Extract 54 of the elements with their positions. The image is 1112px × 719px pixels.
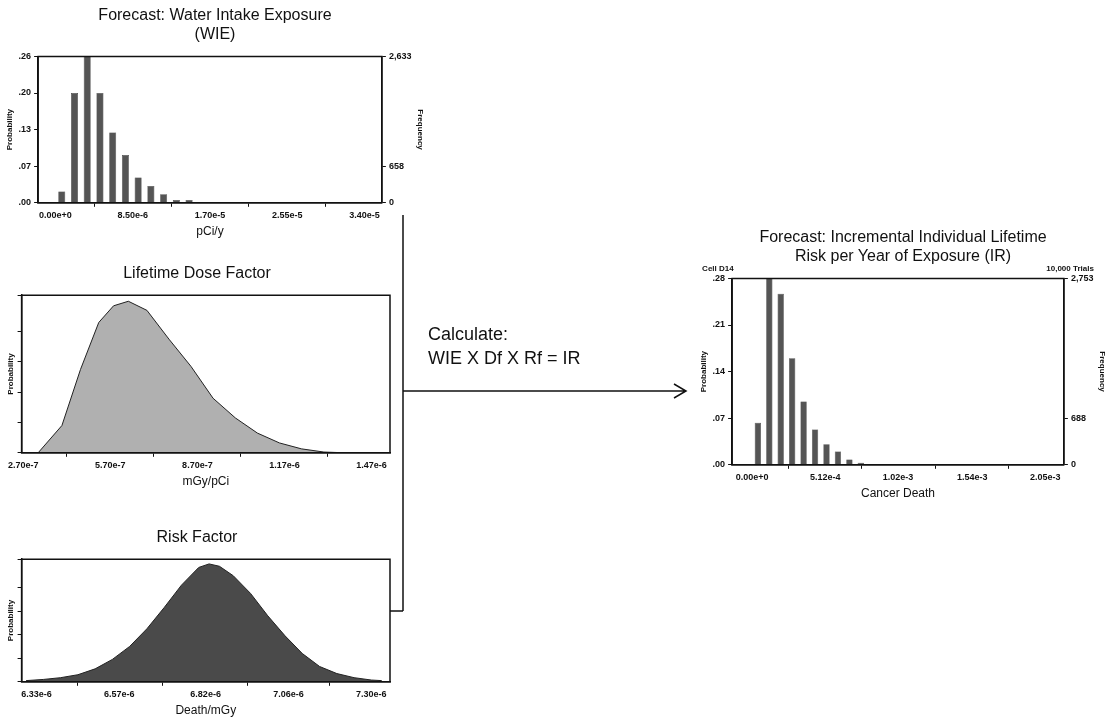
x-tick-label: 6.33e-6	[21, 688, 52, 699]
x-tick-label: 8.70e-7	[182, 459, 213, 470]
x-tick-label: 7.06e-6	[273, 688, 304, 699]
text: 10,000 Trials	[1046, 263, 1095, 273]
text: Cell D14	[702, 263, 735, 273]
x-tick-label: 5.12e-4	[810, 471, 841, 482]
x-tick-label: 7.30e-6	[356, 688, 387, 699]
y2-tick-label: 688	[1070, 412, 1086, 423]
chart-title: Forecast: Water Intake Exposure (WIE)	[98, 6, 332, 43]
y2-axis-title: Frequency	[416, 109, 425, 151]
y-tick-label: .07	[18, 160, 32, 171]
x-tick-label: 1.70e-5	[194, 209, 226, 220]
y-axis-title: Probability	[5, 108, 14, 151]
x-tick-label: 1.17e-6	[269, 459, 300, 470]
y-tick-label: .00	[18, 197, 32, 208]
x-tick-label: 6.57e-6	[104, 688, 135, 699]
y-tick-label: .26	[18, 50, 32, 61]
x-tick-label: 2.05e-3	[1030, 471, 1061, 482]
y2-tick-label: 2,753	[1070, 272, 1094, 283]
y2-tick-label: 0	[1070, 459, 1076, 470]
y-tick-label: .00	[712, 459, 726, 470]
y-tick-label: .07	[712, 412, 726, 423]
x-axis-title: pCi/y	[196, 224, 224, 239]
x-tick-label: 0.00e+0	[38, 209, 72, 220]
y2-axis-title: Frequency	[1098, 351, 1107, 393]
y-axis-title: Probability	[699, 350, 708, 393]
x-tick-label: 8.50e-6	[117, 209, 148, 220]
x-axis-title: mGy/pCi	[182, 474, 230, 489]
x-tick-label: 2.55e-5	[272, 209, 303, 220]
y2-tick-label: 0	[388, 197, 394, 208]
text: WIE X Df X Rf = IR	[428, 347, 582, 370]
x-tick-label: 1.47e-6	[356, 459, 387, 470]
y-axis-title: Probability	[6, 352, 15, 395]
x-tick-label: 1.54e-3	[957, 471, 988, 482]
y-tick-label: .14	[712, 366, 726, 377]
x-tick-label: 6.82e-6	[190, 688, 221, 699]
chart-title: Risk Factor	[156, 528, 239, 546]
text: Calculate:	[428, 323, 510, 346]
y-axis-title: Probability	[6, 599, 15, 642]
x-tick-label: 3.40e-5	[349, 209, 380, 220]
x-tick-label: 2.70e-7	[8, 459, 39, 470]
y2-tick-label: 658	[388, 160, 404, 171]
y-tick-label: .28	[712, 272, 726, 283]
x-axis-title: Cancer Death	[860, 486, 936, 501]
y2-tick-label: 2,633	[388, 50, 412, 61]
y-tick-label: .20	[18, 87, 32, 98]
y-tick-label: .21	[712, 319, 726, 330]
chart-title: Forecast: Incremental Individual Lifetime Risk per Year of Exposure (IR)	[759, 228, 1047, 265]
x-tick-label: 5.70e-7	[95, 459, 126, 470]
x-axis-title: Death/mGy	[175, 703, 237, 718]
y-tick-label: .13	[18, 124, 32, 135]
x-tick-label: 1.02e-3	[882, 471, 914, 482]
x-tick-label: 0.00e+0	[735, 471, 769, 482]
chart-title: Lifetime Dose Factor	[123, 264, 272, 282]
